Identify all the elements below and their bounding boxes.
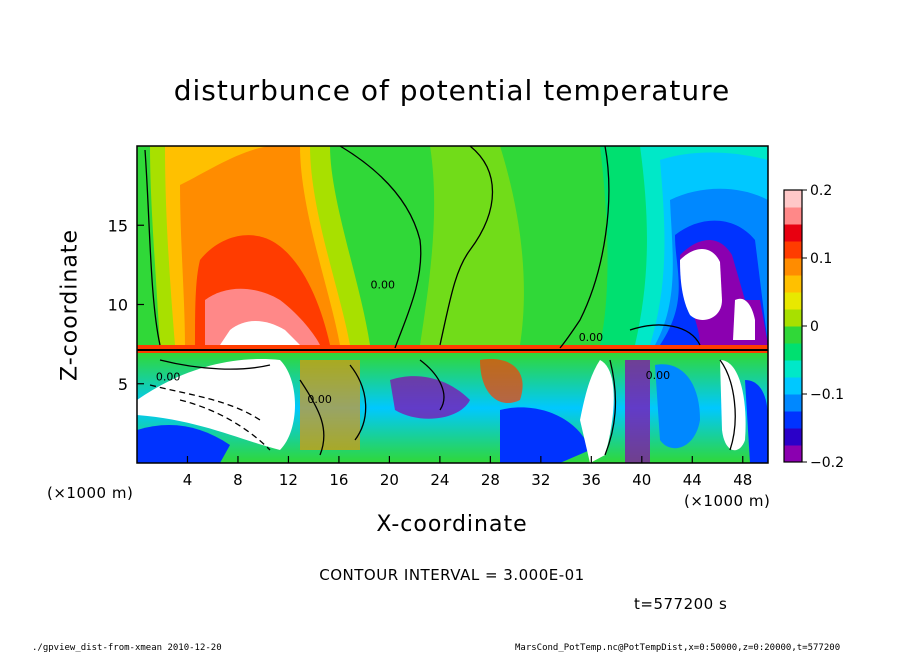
x-axis: 4 8 12 16 20 24 28 32 36 40 44 48 bbox=[183, 456, 752, 489]
x-tick-label: 40 bbox=[632, 471, 651, 489]
contour-label: 0.00 bbox=[646, 369, 671, 382]
colorbar-swatch bbox=[784, 258, 802, 276]
x-tick-label: 48 bbox=[733, 471, 752, 489]
contour-labels: 0.00 0.00 0.00 0.00 0.00 bbox=[156, 279, 670, 406]
colorbar-swatch bbox=[784, 207, 802, 225]
colorbar-swatch bbox=[784, 275, 802, 293]
colorbar-swatch bbox=[784, 445, 802, 463]
contour-interval: CONTOUR INTERVAL = 3.000E-01 bbox=[319, 566, 585, 584]
contour-label: 0.00 bbox=[579, 331, 604, 344]
y-tick-label: 10 bbox=[108, 296, 128, 315]
colorbar-tick-label: 0.1 bbox=[810, 251, 832, 267]
x-tick-label: 28 bbox=[481, 471, 500, 489]
colorbar-swatch bbox=[784, 326, 802, 344]
colorbar-swatch bbox=[784, 241, 802, 259]
footer-right: MarsCond_PotTemp.nc@PotTempDist,x=0:5000… bbox=[515, 643, 841, 653]
contour-label: 0.00 bbox=[307, 393, 332, 406]
x-tick-label: 36 bbox=[582, 471, 601, 489]
x-unit-left: (×1000 m) bbox=[47, 484, 134, 502]
x-unit-right: (×1000 m) bbox=[684, 492, 771, 510]
contour-lines bbox=[144, 146, 736, 456]
colorbar-swatch bbox=[784, 309, 802, 327]
y-axis-label: Z-coordinate bbox=[57, 229, 83, 381]
colorbar-tick-label: −0.1 bbox=[810, 387, 844, 403]
x-tick-label: 20 bbox=[380, 471, 399, 489]
x-tick-label: 32 bbox=[531, 471, 550, 489]
colorbar-swatch bbox=[784, 394, 802, 412]
colorbar-tick-label: 0 bbox=[810, 319, 819, 335]
time-label: t=577200 s bbox=[634, 595, 728, 613]
x-tick-label: 24 bbox=[430, 471, 449, 489]
contour-label: 0.00 bbox=[156, 371, 181, 384]
heatmap-field bbox=[137, 146, 768, 463]
colorbar-swatch bbox=[784, 224, 802, 242]
chart-title: disturbunce of potential temperature bbox=[173, 74, 731, 107]
colorbar-tick-label: 0.2 bbox=[810, 183, 832, 199]
colorbar: 0.2 0.1 0 −0.1 −0.2 bbox=[783, 183, 844, 471]
x-tick-label: 4 bbox=[183, 471, 193, 489]
x-tick-label: 8 bbox=[233, 471, 243, 489]
colorbar-swatch bbox=[784, 360, 802, 378]
x-tick-label: 12 bbox=[279, 471, 298, 489]
colorbar-swatch bbox=[784, 190, 802, 208]
y-tick-label: 15 bbox=[108, 216, 128, 235]
colorbar-swatch bbox=[784, 428, 802, 446]
y-tick-label: 5 bbox=[118, 375, 128, 394]
colorbar-swatch bbox=[784, 292, 802, 310]
colorbar-tick-label: −0.2 bbox=[810, 455, 844, 471]
colorbar-swatch bbox=[784, 343, 802, 361]
contour-label: 0.00 bbox=[370, 279, 395, 292]
x-tick-label: 16 bbox=[329, 471, 348, 489]
y-axis: 5 10 15 bbox=[108, 216, 144, 394]
colorbar-swatch bbox=[784, 377, 802, 395]
footer-left: ./gpview_dist-from-xmean 2010-12-20 bbox=[32, 643, 222, 653]
x-axis-label: X-coordinate bbox=[376, 512, 528, 537]
colorbar-swatch bbox=[784, 411, 802, 429]
x-tick-label: 44 bbox=[683, 471, 702, 489]
